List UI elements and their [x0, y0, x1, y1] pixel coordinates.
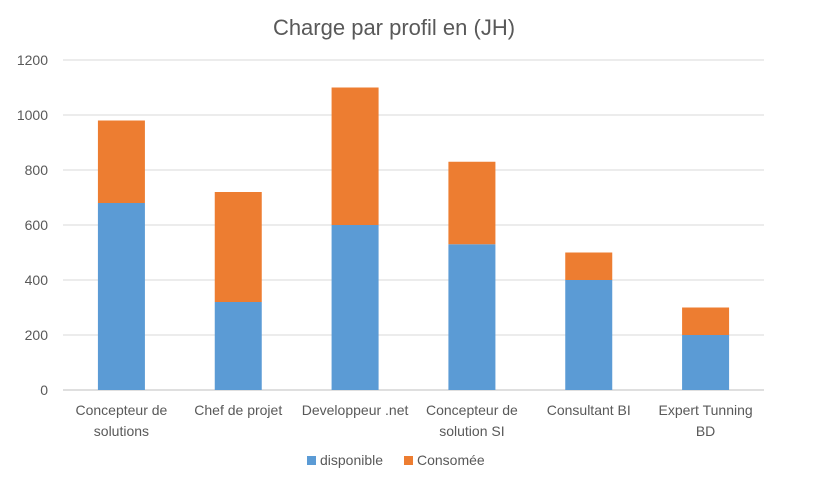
x-tick-label: Chef de projet	[194, 402, 282, 418]
grid-lines	[63, 59, 764, 391]
bar-consomee	[97, 120, 145, 203]
y-tick-label: 1000	[17, 107, 48, 123]
y-tick-label: 800	[25, 162, 49, 178]
chart-title: Charge par profil en (JH)	[273, 15, 515, 40]
x-tick-label: Consultant BI	[547, 402, 631, 418]
bar-disponible	[97, 203, 145, 390]
legend-label: Consomée	[417, 452, 485, 468]
y-axis-ticks: 0 200 400 600 800 1000 1200	[17, 52, 48, 398]
bar-disponible	[682, 335, 730, 390]
x-axis-labels: Concepteur de solutions Chef de projet Deve…	[75, 402, 752, 439]
bars	[97, 87, 730, 390]
bar-consomee	[448, 161, 496, 245]
y-tick-label: 400	[25, 272, 49, 288]
legend: disponible Consomée	[307, 452, 485, 468]
legend-swatch	[307, 456, 316, 465]
x-tick-label: Expert Tunning BD	[658, 402, 752, 439]
x-tick-label: Developpeur .net	[302, 402, 409, 418]
y-tick-label: 1200	[17, 52, 48, 68]
legend-label: disponible	[320, 452, 383, 468]
bar-consomee	[682, 307, 730, 335]
bar-disponible	[331, 225, 379, 390]
bar-disponible	[448, 244, 496, 390]
legend-swatch	[404, 456, 413, 465]
bar-consomee	[565, 252, 613, 280]
y-tick-label: 0	[40, 382, 48, 398]
bar-disponible	[214, 302, 262, 390]
bar-disponible	[565, 280, 613, 390]
y-tick-label: 200	[25, 327, 49, 343]
bar-consomee	[214, 192, 262, 302]
x-tick-label: Concepteur de solutions	[75, 402, 167, 439]
x-tick-label: Concepteur de solution SI	[426, 402, 518, 439]
bar-consomee	[331, 87, 379, 225]
y-tick-label: 600	[25, 217, 49, 233]
